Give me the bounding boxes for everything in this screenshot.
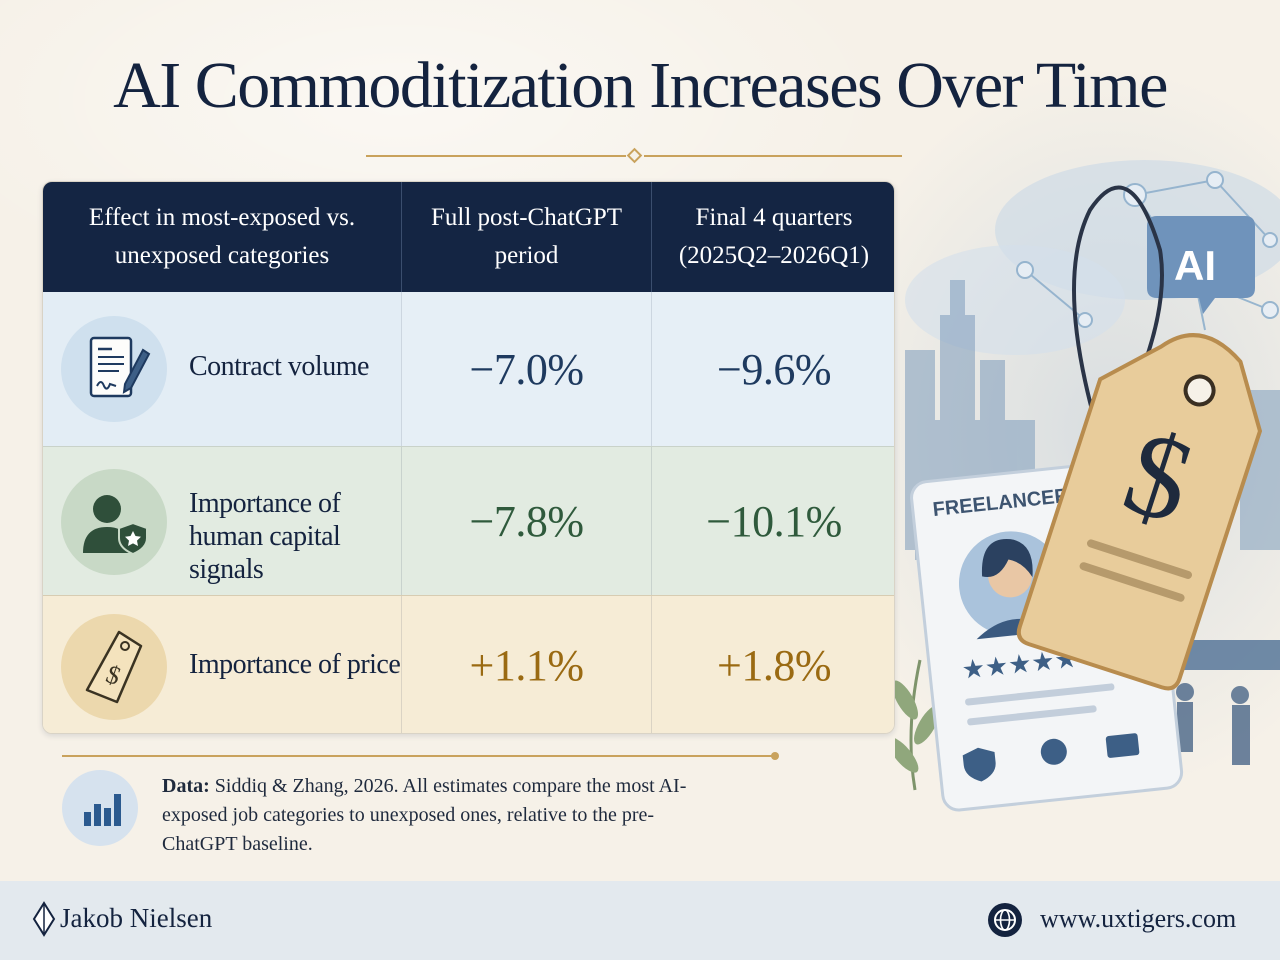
freelancer-illustration: AI FREELANCER ★★★★★ — [887, 140, 1280, 860]
row-label: Contract volume — [189, 351, 369, 382]
row-label: Importance of price — [189, 649, 401, 680]
header-effect: Effect in most-exposed vs. unexposed cate… — [88, 204, 356, 269]
footer: Jakob Nielsen www.uxtigers.com — [0, 881, 1280, 960]
page-title: AI Commoditization Increases Over Time — [113, 49, 1168, 122]
value-final-quarters: +1.8% — [717, 641, 831, 690]
value-full-period: −7.8% — [469, 496, 584, 546]
price-tag-icon: $ — [61, 614, 167, 720]
results-table: Effect in most-exposed vs. unexposed cate… — [42, 181, 895, 734]
data-source-note: Data: Siddiq & Zhang, 2026. All estimate… — [162, 775, 687, 855]
table-row: Importance of human capital signals −7.8… — [43, 446, 894, 595]
value-final-quarters: −10.1% — [706, 496, 842, 546]
author-logo-icon — [32, 901, 56, 937]
note-divider — [62, 752, 779, 760]
value-full-period: +1.1% — [469, 641, 584, 690]
person-badge-icon — [61, 469, 167, 575]
header-full-period: Full post-ChatGPT period — [401, 182, 651, 292]
bar-chart-icon — [62, 770, 138, 846]
value-final-quarters: −9.6% — [717, 344, 831, 394]
table-row: Contract volume −7.0% −9.6% — [43, 292, 894, 446]
table-row: $ Importance of price +1.1% +1.8% — [43, 595, 894, 733]
table-header: Effect in most-exposed vs. unexposed cate… — [43, 182, 894, 292]
website-link[interactable]: www.uxtigers.com — [1040, 904, 1237, 933]
globe-icon — [988, 903, 1022, 937]
title-divider — [366, 147, 902, 164]
svg-text:AI: AI — [1174, 242, 1216, 289]
author-name: Jakob Nielsen — [60, 903, 213, 933]
contract-pen-icon — [61, 316, 167, 422]
row-label: Importance of human capital signals — [189, 488, 341, 585]
header-final-quarters: Final 4 quarters (2025Q2–2026Q1) — [651, 182, 894, 292]
value-full-period: −7.0% — [469, 344, 584, 394]
